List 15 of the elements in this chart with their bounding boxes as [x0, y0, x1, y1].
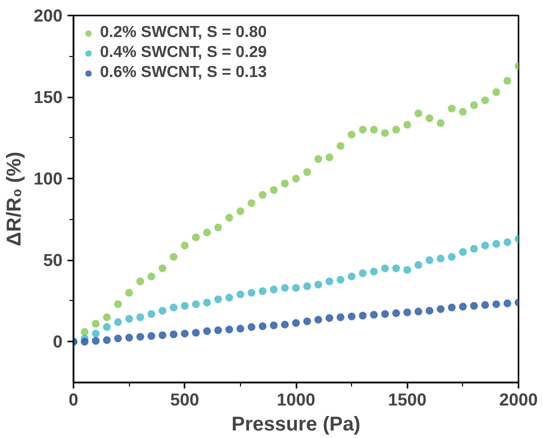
y-tick-label: 0: [52, 332, 63, 352]
y-tick-label: 200: [34, 6, 63, 26]
x-tick-label: 1000: [276, 390, 316, 410]
y-axis-title: ΔR/R₀ (%): [4, 152, 26, 246]
x-tick-label: 1500: [388, 390, 427, 410]
y-tick-label: 50: [43, 250, 63, 270]
legend-label: 0.6% SWCNT, S = 0.13: [100, 64, 267, 82]
legend-label: 0.2% SWCNT, S = 0.80: [100, 24, 267, 42]
x-tick-label: 0: [68, 390, 78, 410]
y-tick-label: 100: [34, 168, 63, 189]
x-tick-label: 2000: [499, 390, 538, 410]
y-tick-label: 150: [34, 87, 63, 108]
legend-label: 0.4% SWCNT, S = 0.29: [100, 44, 267, 62]
x-axis-title: Pressure (Pa): [232, 414, 360, 436]
x-tick-label: 500: [170, 390, 200, 410]
